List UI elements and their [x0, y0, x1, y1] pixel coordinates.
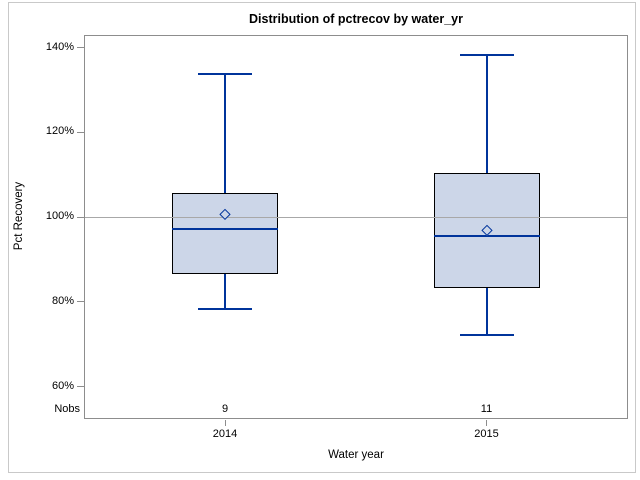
- y-tick-label: 100%: [45, 210, 74, 222]
- lower-whisker-cap: [198, 307, 252, 310]
- nobs-value: 9: [221, 403, 229, 415]
- lower-whisker-stem: [485, 288, 488, 336]
- upper-whisker-stem: [224, 74, 226, 194]
- y-tick-mark: [77, 47, 84, 48]
- refline-100pct: [85, 217, 627, 218]
- y-tick-label: 60%: [51, 380, 74, 392]
- upper-whisker-cap: [198, 73, 252, 76]
- lower-whisker-stem: [224, 274, 226, 309]
- upper-whisker-cap: [459, 54, 514, 57]
- iqr-box: [172, 193, 278, 275]
- y-tick-mark: [77, 301, 84, 302]
- y-tick-label: 80%: [51, 295, 74, 307]
- x-axis-title: Water year: [328, 449, 384, 461]
- lower-whisker-cap: [459, 334, 514, 337]
- chart-title: Distribution of pctrecov by water_yr: [249, 12, 463, 26]
- y-tick-mark: [77, 386, 84, 387]
- plot-area: [84, 35, 628, 419]
- x-tick-label: 2015: [474, 428, 499, 440]
- figure-border: [8, 2, 636, 473]
- nobs-row-label: Nobs: [54, 403, 80, 415]
- median-line: [172, 228, 278, 231]
- y-tick-label: 120%: [45, 125, 74, 137]
- nobs-value: 11: [480, 403, 493, 415]
- y-tick-mark: [77, 217, 84, 218]
- iqr-box: [433, 172, 540, 289]
- x-tick-mark: [224, 420, 226, 426]
- x-tick-mark: [486, 420, 487, 426]
- y-tick-mark: [77, 132, 84, 133]
- x-tick-label: 2014: [212, 428, 238, 440]
- upper-whisker-stem: [485, 55, 488, 173]
- median-line: [433, 235, 540, 238]
- y-tick-label: 140%: [45, 41, 74, 53]
